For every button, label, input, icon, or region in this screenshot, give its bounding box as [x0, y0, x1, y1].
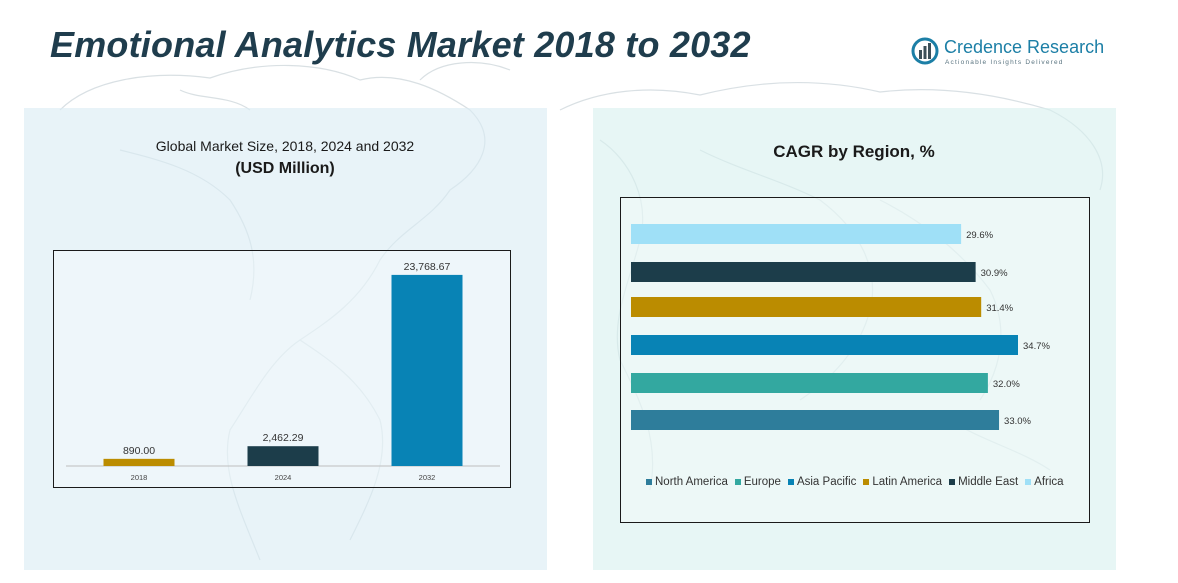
legend-swatch	[646, 479, 652, 485]
bar-2032	[391, 274, 463, 466]
bar-2024	[247, 446, 319, 466]
legend-swatch	[734, 479, 741, 485]
bar-asia-pacific	[631, 335, 1018, 355]
legend-label: Asia Pacific	[796, 476, 857, 488]
page-title: Emotional Analytics Market 2018 to 2032	[50, 24, 751, 65]
cagr-legend: North America Europe Asia Pacific Latin Ame…	[646, 476, 1064, 488]
brand-name: Credence Research	[944, 37, 1105, 57]
cagr-chart: 29.6% 30.9% 31.4% 34.7% 32.0% 33.0%	[631, 224, 1050, 430]
market-size-unit: (USD Million)	[235, 160, 335, 177]
cagr-title: CAGR by Region, %	[773, 142, 935, 161]
brand-tagline: Actionable Insights Delivered	[945, 59, 1064, 66]
bar-africa	[631, 224, 962, 244]
legend-swatch	[1025, 479, 1032, 485]
bar-value-label-middle-east: 30.9%	[981, 268, 1008, 279]
bar-middle-east	[631, 262, 976, 282]
bar-latin-america	[631, 297, 982, 317]
legend-item-asia-pacific: Asia Pacific	[787, 476, 857, 488]
bar-value-label-asia-pacific: 34.7%	[1023, 341, 1050, 352]
legend-swatch	[787, 479, 794, 485]
x-tick-label-2024: 2024	[275, 473, 292, 482]
legend-label: Middle East	[958, 476, 1019, 488]
market-size-chart: 890.00 2018 2,462.29 2024 23,768.67 2032	[66, 261, 500, 482]
x-tick-label-2032: 2032	[419, 473, 436, 482]
bar-value-label-europe: 32.0%	[993, 379, 1020, 390]
legend-item-north-america: North America	[646, 476, 728, 488]
bar-value-label-latin-america: 31.4%	[986, 303, 1013, 314]
legend-label: North America	[655, 476, 728, 488]
bar-north-america	[631, 410, 1000, 430]
bar-value-label-2018: 890.00	[123, 445, 155, 457]
brand-logo: Credence Research Actionable Insights De…	[910, 34, 1110, 74]
bar-value-label-2024: 2,462.29	[263, 432, 304, 444]
logo-icon	[911, 37, 939, 65]
legend-item-europe: Europe	[734, 476, 781, 488]
market-size-title: Global Market Size, 2018, 2024 and 2032	[155, 138, 415, 154]
market-size-chart-frame: 890.00 2018 2,462.29 2024 23,768.67 2032	[53, 250, 511, 488]
legend-item-latin-america: Latin America	[863, 476, 942, 488]
legend-swatch	[949, 479, 956, 485]
bar-value-label-north-america: 33.0%	[1004, 416, 1031, 427]
legend-label: Latin America	[872, 476, 943, 488]
legend-item-africa: Africa	[1025, 476, 1064, 488]
legend-label: Europe	[743, 476, 781, 488]
legend-label: Africa	[1034, 476, 1064, 488]
bar-2018	[103, 458, 175, 466]
cagr-chart-frame: 29.6% 30.9% 31.4% 34.7% 32.0% 33.0%	[620, 197, 1090, 523]
bar-value-label-2032: 23,768.67	[404, 261, 451, 273]
legend-item-middle-east: Middle East	[949, 476, 1018, 488]
bar-europe	[631, 373, 988, 393]
legend-swatch	[863, 479, 870, 485]
bar-value-label-africa: 29.6%	[966, 230, 993, 241]
x-tick-label-2018: 2018	[131, 473, 148, 482]
